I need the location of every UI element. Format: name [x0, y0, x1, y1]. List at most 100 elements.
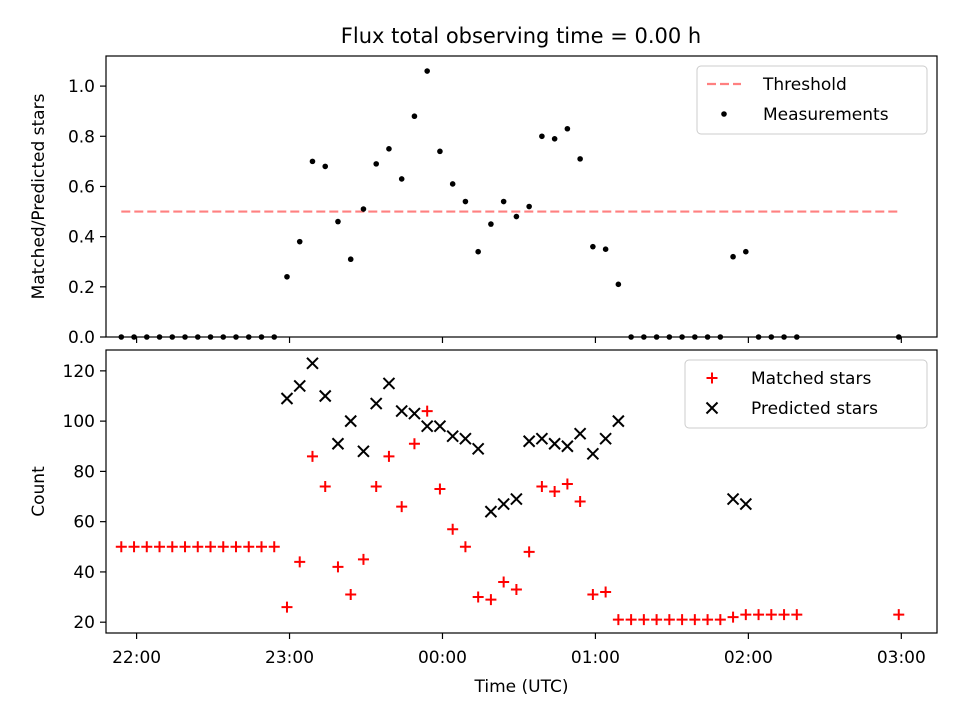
- measurement-point: [730, 253, 736, 260]
- matched-stars-point: [396, 501, 408, 513]
- measurement-point: [437, 148, 443, 155]
- predicted-stars-point: [344, 414, 357, 428]
- matched-stars-point: [408, 438, 420, 450]
- predicted-stars-point: [408, 407, 421, 420]
- measurement-point: [131, 334, 137, 340]
- measurement-point: [143, 334, 150, 340]
- matched-stars-point: [778, 609, 790, 621]
- legend-label: Predicted stars: [751, 399, 878, 419]
- predicted-stars-point: [395, 404, 408, 418]
- matched-stars-point: [166, 541, 178, 553]
- matched-stars-point: [727, 611, 739, 623]
- measurement-point: [194, 334, 201, 340]
- matched-stars-point: [115, 541, 127, 553]
- measurement-point: [794, 334, 800, 340]
- measurement-point: [539, 133, 545, 140]
- matched-stars-point: [345, 589, 357, 601]
- predicted-stars-point: [306, 357, 319, 370]
- y-tick-label: 60: [73, 513, 95, 533]
- measurement-point: [475, 248, 481, 255]
- measurement-point: [207, 334, 214, 340]
- predicted-stars-point: [535, 432, 549, 445]
- predicted-stars-point: [471, 442, 485, 455]
- measurement-point: [743, 248, 749, 255]
- measurement-point: [233, 334, 239, 340]
- matched-stars-point: [217, 541, 229, 553]
- measurement-point: [156, 334, 163, 340]
- measurement-point: [717, 334, 724, 340]
- y-tick-label: 100: [63, 412, 95, 432]
- matched-stars-point: [294, 556, 306, 568]
- matched-stars-point: [740, 609, 752, 621]
- y-tick-label: 1.0: [68, 77, 95, 97]
- measurement-point: [182, 334, 188, 340]
- y-tick-label: 0.8: [68, 127, 95, 147]
- measurement-point: [781, 334, 787, 340]
- predicted-stars-point: [369, 397, 383, 410]
- matched-stars-point: [663, 614, 675, 626]
- measurement-point: [360, 206, 367, 212]
- predicted-stars-point: [522, 435, 536, 448]
- measurement-point: [679, 334, 685, 340]
- legend: Matched stars Predicted stars: [684, 359, 928, 429]
- y-tick-label: 0.6: [68, 177, 95, 197]
- measurement-point: [386, 146, 392, 152]
- measurement-point: [666, 334, 673, 340]
- measurement-point: [513, 213, 520, 220]
- x-tick-label: 01:00: [571, 648, 620, 668]
- predicted-stars-point: [705, 401, 719, 415]
- predicted-stars-point: [420, 419, 434, 433]
- matched-stars-point: [561, 478, 573, 490]
- x-axis-label: Time (UTC): [474, 677, 569, 697]
- matched-stars-point: [638, 614, 650, 626]
- predicted-stars-point: [357, 445, 370, 458]
- legend: Threshold Measurements: [696, 65, 928, 135]
- measurement-point: [398, 176, 405, 182]
- predicted-stars-point: [586, 447, 600, 461]
- matched-stars-point: [268, 541, 280, 553]
- predicted-stars-point: [433, 419, 447, 433]
- measurement-point: [347, 256, 354, 263]
- measurement-point: [615, 281, 622, 288]
- predicted-stars-point: [739, 497, 753, 511]
- measurement-point: [245, 334, 252, 340]
- y-tick-label: 0.0: [68, 328, 95, 348]
- matched-stars-point: [447, 523, 459, 535]
- matched-stars-point: [383, 450, 395, 462]
- matched-stars-point: [702, 614, 714, 626]
- measurement-point: [449, 181, 456, 187]
- predicted-stars-point: [726, 492, 740, 506]
- matched-stars-point: [434, 483, 446, 495]
- y-axis-label: Count: [29, 466, 49, 517]
- matched-stars-point: [676, 614, 688, 626]
- predicted-stars-point: [548, 437, 561, 450]
- y-tick-label: 80: [73, 462, 95, 482]
- predicted-stars-point: [446, 429, 459, 443]
- axes-frame: [105, 349, 938, 634]
- measurement-point: [411, 113, 418, 120]
- matched-stars-point: [128, 541, 140, 553]
- y-tick-label: 20: [73, 613, 95, 633]
- measurement-point: [653, 334, 660, 340]
- matched-stars-point: [587, 589, 599, 601]
- matched-stars-point: [154, 541, 166, 553]
- measurement-point: [220, 334, 227, 340]
- predicted-stars-point: [573, 427, 587, 440]
- measurement-point: [628, 334, 634, 340]
- legend-box: [696, 65, 928, 135]
- figure-title: Flux total observing time = 0.00 h: [341, 24, 701, 48]
- matched-stars-point: [600, 586, 612, 598]
- y-tick-label: 0.2: [68, 278, 95, 298]
- y-tick-label: 40: [73, 563, 95, 583]
- measurement-point: [577, 156, 583, 162]
- predicted-stars-point: [599, 432, 612, 445]
- matched-stars-point: [255, 541, 267, 553]
- measurement-point: [590, 243, 596, 250]
- measurement-point: [118, 334, 125, 340]
- measurement-point: [641, 334, 647, 340]
- measurement-point: [692, 334, 698, 340]
- matched-stars-point: [706, 372, 718, 384]
- measurement-point: [500, 198, 507, 205]
- matched-stars-point: [141, 541, 153, 553]
- matched-stars-point: [332, 561, 344, 573]
